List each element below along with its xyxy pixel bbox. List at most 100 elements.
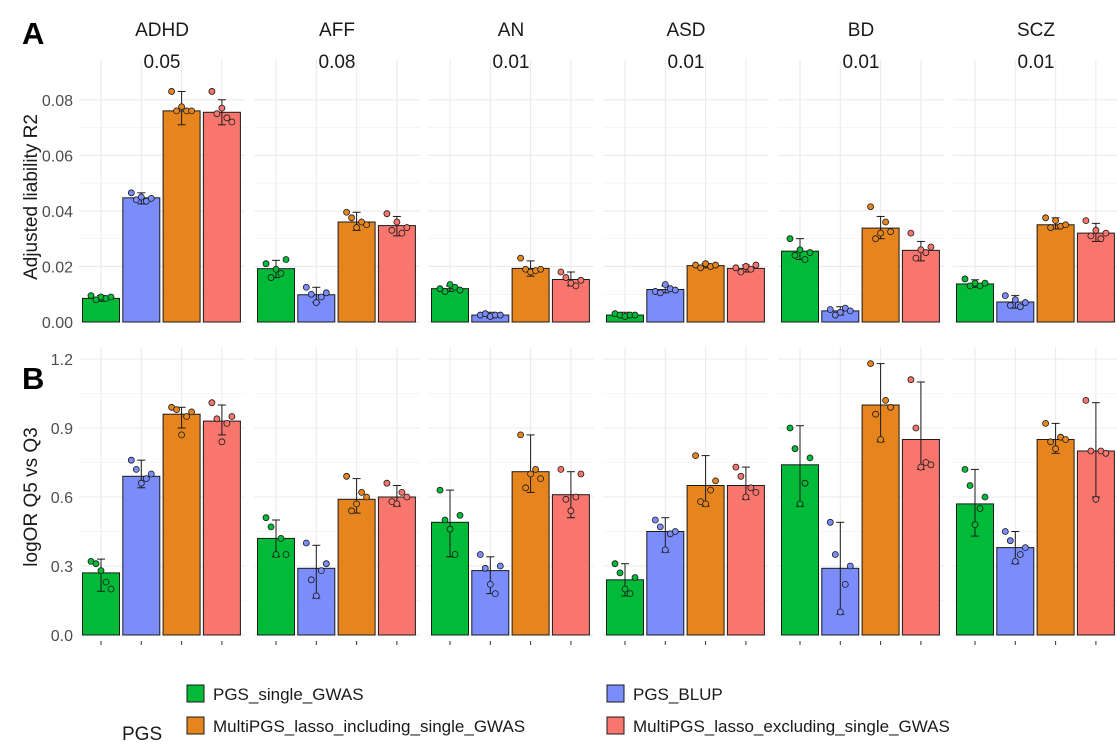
bar [686,485,725,636]
series-pgs-blup [122,456,1035,636]
data-point [577,276,585,284]
data-point [801,479,809,487]
bar [1036,439,1075,636]
data-point [451,551,459,558]
data-point [841,304,849,312]
data-point [712,477,719,485]
data-point [223,114,231,122]
data-point [282,256,290,263]
data-point [826,518,834,526]
facet-strip-name: AFF [319,20,355,41]
data-point [616,569,624,577]
bar [1076,232,1115,323]
bar [377,496,416,636]
data-point [712,261,719,269]
data-point [527,470,534,478]
data-point [877,436,884,443]
data-point [671,286,679,294]
data-point [322,560,330,568]
series-multipgs-lasso-excluding-single-gwas [202,376,1115,636]
data-point [147,194,155,202]
data-point [742,263,750,270]
bar [901,249,940,323]
data-point [656,289,664,297]
series-multipgs-lasso-including-single-gwas [162,360,1075,636]
data-point [142,197,150,205]
data-point [317,567,325,574]
data-point [188,408,196,416]
bar [431,521,469,636]
data-point [971,279,979,287]
data-point [1087,447,1095,455]
data-point [907,229,915,237]
data-point [836,608,844,616]
data-point [312,299,320,306]
bar [431,288,469,323]
data-point [557,465,565,473]
data-point [826,306,834,313]
data-point [358,488,366,496]
data-point [872,235,879,243]
data-point [208,399,216,407]
data-point [132,196,140,204]
data-point [1102,449,1110,457]
data-point [651,516,659,524]
data-point [107,585,115,593]
data-point [1062,436,1069,443]
data-point [127,189,135,197]
bar [646,289,685,323]
data-point [223,419,231,427]
data-point [267,523,275,531]
y-tick-label: 1.2 [51,352,73,369]
data-point [393,500,401,508]
panel-b: 0.0 0.3 0.6 0.9 1.2 logOR Q5 vs Q3 B [21,347,1117,645]
legend-label: MultiPGS_lasso_including_single_GWAS [213,717,525,736]
data-point [353,224,361,231]
data-point [522,265,529,273]
data-point [872,410,879,418]
data-point [887,228,894,236]
legend-label: MultiPGS_lasso_excluding_single_GWAS [633,717,950,736]
data-point [557,268,565,276]
data-point [661,281,669,288]
data-point [661,546,669,554]
data-point [966,282,974,290]
data-point [537,475,544,483]
data-point [981,279,989,287]
data-point [403,493,411,501]
y-tick-label: 0.06 [42,148,73,165]
data-point [213,415,221,423]
y-tick-label: 0.00 [42,315,73,332]
data-point [697,264,704,272]
data-point [213,110,221,118]
data-point [702,500,709,508]
data-point [491,590,499,597]
data-point [178,103,186,111]
bar [471,570,510,636]
data-point [791,251,799,259]
data-point [173,107,181,115]
data-point [737,268,745,276]
data-point [1082,396,1090,404]
data-point [577,470,585,478]
data-point [917,246,925,254]
series-pgs-single-gwas [82,235,994,323]
data-point [1006,301,1014,309]
legend-swatch [186,716,205,735]
bar [337,498,376,636]
data-point [831,311,839,319]
data-point [228,413,236,420]
data-point [393,218,401,226]
data-point [1097,235,1105,243]
data-point [532,465,539,473]
data-point [961,275,969,283]
data-point [1092,495,1100,503]
data-point [218,438,226,446]
data-point [846,562,854,570]
data-point [317,293,325,301]
data-point [517,431,524,439]
bar [511,471,550,636]
data-point [786,235,794,243]
legend-swatch [606,684,625,703]
data-point [976,282,984,290]
